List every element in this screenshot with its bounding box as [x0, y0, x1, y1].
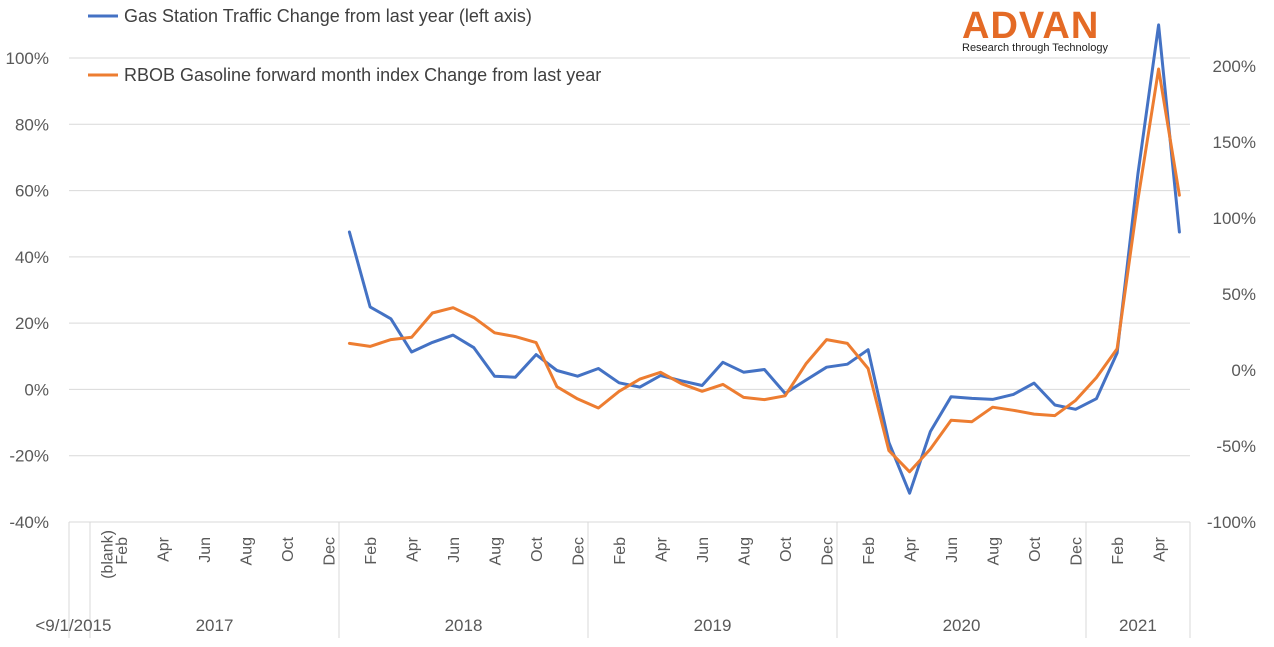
year-label: 2018	[445, 616, 483, 635]
series-lines	[347, 23, 1181, 495]
month-tick-label: Dec	[322, 537, 339, 565]
month-tick-label: Oct	[529, 536, 546, 561]
month-tick-label: Apr	[903, 536, 920, 562]
month-tick-label: Apr	[654, 536, 671, 562]
legend-label-traffic: Gas Station Traffic Change from last yea…	[124, 6, 532, 26]
right-tick-label: -50%	[1216, 437, 1256, 456]
year-label: 2021	[1119, 616, 1157, 635]
right-tick-label: 150%	[1213, 133, 1256, 152]
month-tick-label: Oct	[1027, 536, 1044, 561]
left-tick-label: -40%	[9, 513, 49, 532]
month-tick-label: Feb	[612, 537, 629, 565]
logo-tagline: Research through Technology	[962, 42, 1108, 54]
right-tick-label: 0%	[1231, 361, 1256, 380]
month-tick-label: Apr	[1152, 536, 1169, 562]
legend-item-rbob: RBOB Gasoline forward month index Change…	[88, 65, 601, 85]
gridlines	[69, 57, 1190, 523]
series-line-rbob	[347, 67, 1181, 474]
year-label: 2019	[694, 616, 732, 635]
right-axis-ticks: 200% 150% 100% 50% 0% -50% -100%	[1207, 57, 1256, 532]
year-dividers	[68, 522, 1191, 638]
month-tick-label: Feb	[114, 537, 131, 565]
month-tick-label: Aug	[986, 537, 1003, 565]
series-line-traffic	[347, 23, 1181, 495]
month-tick-label: Oct	[778, 536, 795, 561]
month-tick-label: Jun	[944, 537, 961, 563]
left-tick-label: 100%	[6, 49, 49, 68]
month-tick-label: Dec	[571, 537, 588, 565]
left-tick-label: -20%	[9, 447, 49, 466]
month-tick-label: Feb	[363, 537, 380, 565]
month-tick-label: Aug	[239, 537, 256, 565]
month-tick-label: Jun	[446, 537, 463, 563]
month-tick-label: Feb	[1110, 537, 1127, 565]
right-tick-label: 100%	[1213, 209, 1256, 228]
x-axis-month-labels: (blank)Feb Apr Jun Aug Oct Dec Feb Apr Jun Aug Oct…	[100, 530, 1169, 579]
month-tick-label: Aug	[737, 537, 754, 565]
advan-logo: ADVAN Research through Technology	[962, 5, 1108, 54]
month-tick-label: (blank)	[100, 530, 117, 579]
right-tick-label: -100%	[1207, 513, 1256, 532]
month-tick-label: Dec	[820, 537, 837, 565]
month-tick-label: Apr	[156, 536, 173, 562]
legend: Gas Station Traffic Change from last yea…	[88, 6, 601, 85]
month-tick-label: Jun	[197, 537, 214, 563]
month-tick-label: Aug	[488, 537, 505, 565]
left-tick-label: 80%	[15, 115, 49, 134]
month-tick-label: Feb	[861, 537, 878, 565]
left-tick-label: 0%	[24, 380, 49, 399]
month-tick-label: Dec	[1069, 537, 1086, 565]
legend-label-rbob: RBOB Gasoline forward month index Change…	[124, 65, 601, 85]
legend-item-traffic: Gas Station Traffic Change from last yea…	[88, 6, 532, 26]
left-tick-label: 60%	[15, 182, 49, 201]
year-label: 2020	[943, 616, 981, 635]
left-tick-label: 40%	[15, 248, 49, 267]
year-label: 2017	[196, 616, 234, 635]
left-axis-ticks: 100% 80% 60% 40% 20% 0% -20% -40%	[6, 49, 49, 532]
logo-brand: ADVAN	[962, 5, 1099, 47]
month-tick-label: Apr	[405, 536, 422, 562]
right-tick-label: 50%	[1222, 285, 1256, 304]
month-tick-label: Jun	[695, 537, 712, 563]
year-label: <9/1/2015	[35, 616, 111, 635]
left-tick-label: 20%	[15, 314, 49, 333]
month-tick-label: Oct	[280, 536, 297, 561]
x-axis-year-labels: <9/1/2015 2017 2018 2019 2020 2021	[35, 616, 1156, 635]
right-tick-label: 200%	[1213, 57, 1256, 76]
